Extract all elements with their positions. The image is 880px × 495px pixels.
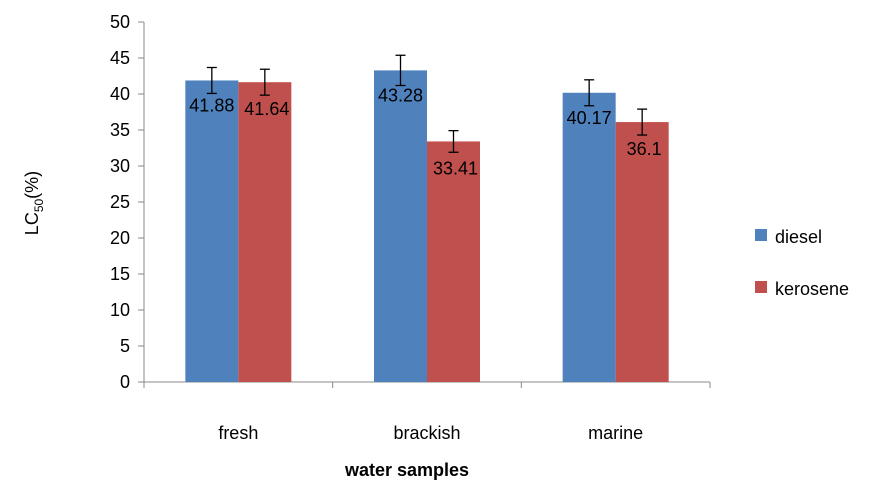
y-axis-title-suffix: (%) [22,171,42,199]
y-tick-label: 5 [120,336,130,356]
x-axis-title: water samples [344,460,469,480]
y-axis-title: LC50(%) [22,171,46,235]
data-label-diesel: 41.88 [189,95,234,115]
y-tick-label: 25 [110,192,130,212]
y-tick-label: 15 [110,264,130,284]
data-label-diesel: 43.28 [378,85,423,105]
y-tick-label: 10 [110,300,130,320]
data-label-kerosene: 33.41 [433,158,478,178]
legend: diesel kerosene [755,227,849,299]
bar-kerosene-brackish [427,141,480,382]
x-tick-label: brackish [393,423,460,443]
legend-label-kerosene: kerosene [775,279,849,299]
x-tick-label: fresh [218,423,258,443]
data-label-kerosene: 36.1 [627,139,662,159]
y-tick-label: 30 [110,156,130,176]
legend-label-diesel: diesel [775,227,822,247]
x-tick-label: marine [588,423,643,443]
bar-diesel-marine [562,92,616,382]
legend-swatch-kerosene [755,281,767,293]
bar-kerosene-marine [615,122,669,382]
bar-diesel-fresh [185,80,239,383]
y-axis-title-subscript: 50 [32,198,46,212]
x-axis: fresh brackish marine [143,381,711,443]
data-label-kerosene: 41.64 [244,99,289,119]
y-axis: 0 5 10 15 20 25 30 35 40 45 50 [110,12,145,392]
y-tick-label: 0 [120,372,130,392]
y-tick-label: 40 [110,84,130,104]
bars [185,54,669,383]
y-tick-label: 20 [110,228,130,248]
data-labels: 41.88 43.28 40.17 41.64 33.41 36.1 [189,85,661,178]
bar-diesel-brackish [374,70,427,382]
y-tick-label: 45 [110,48,130,68]
y-axis-title-main: LC [22,212,42,235]
data-label-diesel: 40.17 [567,108,612,128]
y-tick-label: 35 [110,120,130,140]
bar-kerosene-fresh [238,82,292,382]
legend-swatch-diesel [755,229,767,241]
y-tick-label: 50 [110,12,130,32]
